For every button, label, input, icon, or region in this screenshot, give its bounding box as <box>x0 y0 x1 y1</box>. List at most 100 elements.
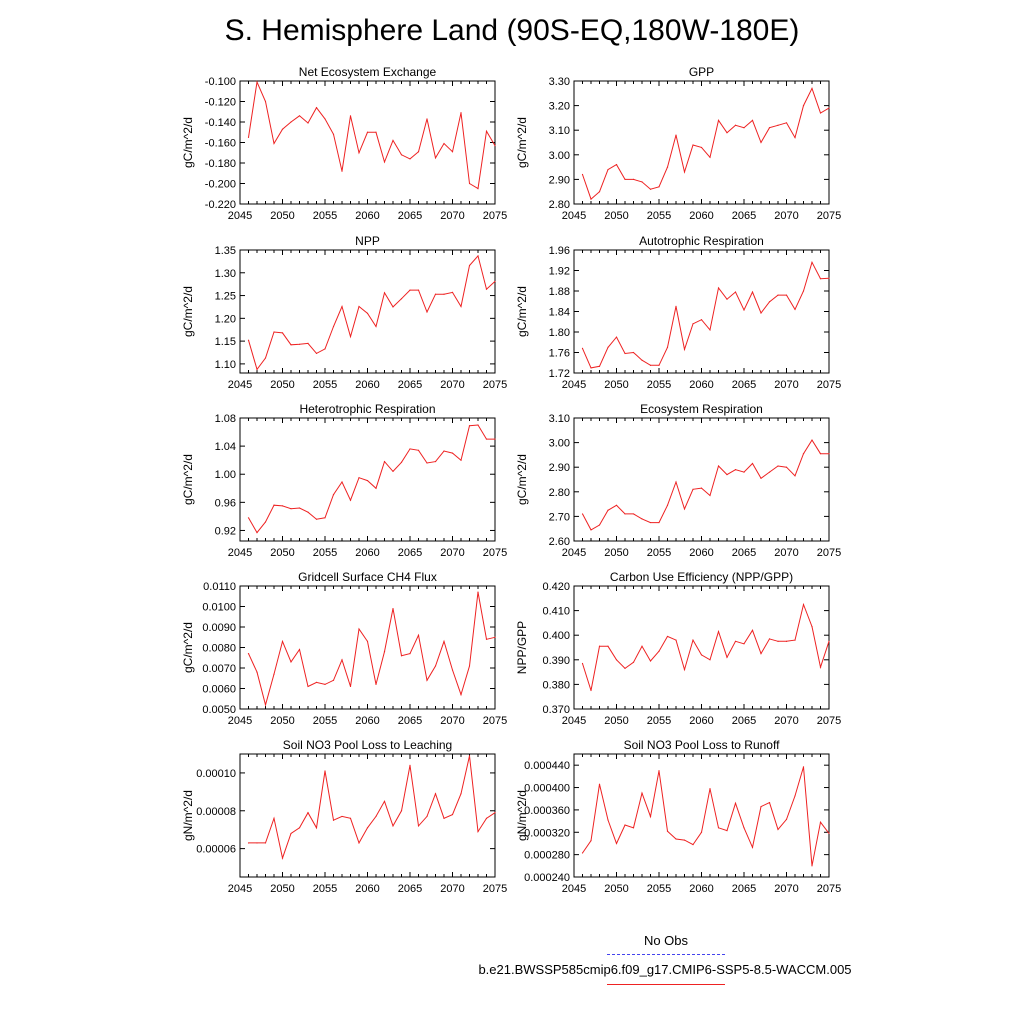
data-point <box>307 122 309 124</box>
data-point <box>760 312 762 314</box>
x-tick-label: 2045 <box>228 547 252 559</box>
data-point <box>615 504 618 506</box>
data-point <box>802 290 805 292</box>
data-point <box>785 640 788 642</box>
data-point <box>743 471 745 473</box>
data-point <box>434 665 437 667</box>
data-point <box>590 198 592 200</box>
y-tick-label: 0.92 <box>215 525 236 537</box>
data-point <box>802 105 805 107</box>
data-point <box>281 332 284 334</box>
data-point <box>700 831 703 833</box>
y-axis-label: gN/m^2/d <box>515 790 529 841</box>
data-point <box>443 817 445 819</box>
data-point <box>273 331 275 333</box>
data-point <box>828 640 830 642</box>
x-tick-label: 2060 <box>355 547 379 559</box>
data-point <box>751 629 754 631</box>
data-point <box>264 842 267 844</box>
data-point <box>256 81 258 83</box>
data-point <box>349 817 352 819</box>
data-point <box>375 325 377 328</box>
data-point <box>247 339 250 341</box>
x-tick-label: 2070 <box>774 547 798 559</box>
data-point <box>598 365 601 367</box>
x-tick-label: 2060 <box>689 210 713 222</box>
data-point <box>675 838 677 840</box>
series-line <box>582 87 830 200</box>
x-tick-label: 2075 <box>817 715 841 727</box>
y-tick-label: 1.20 <box>215 313 236 325</box>
x-tick-label: 2070 <box>440 547 464 559</box>
data-point <box>290 121 292 123</box>
data-point <box>649 521 652 524</box>
x-tick-label: 2065 <box>732 379 756 391</box>
y-tick-label: 1.04 <box>215 441 236 453</box>
data-point <box>726 132 728 134</box>
series-line <box>248 424 495 534</box>
x-tick-label: 2070 <box>440 715 464 727</box>
data-point <box>281 505 284 507</box>
series-line <box>582 439 829 531</box>
data-point <box>494 812 496 814</box>
data-point <box>666 346 669 348</box>
data-point <box>598 191 601 193</box>
data-point <box>307 685 309 688</box>
y-tick-label: -0.180 <box>205 158 236 170</box>
data-point <box>358 842 360 844</box>
data-point <box>358 305 360 308</box>
y-axis-label: gC/m^2/d <box>181 622 195 673</box>
x-tick-label: 2045 <box>562 715 586 727</box>
data-point <box>743 127 745 129</box>
x-tick-label: 2070 <box>774 715 798 727</box>
data-point <box>768 127 771 129</box>
data-point <box>290 661 292 663</box>
data-point <box>247 653 250 655</box>
y-tick-label: 0.380 <box>542 679 570 691</box>
data-point <box>409 158 411 160</box>
data-point <box>590 689 592 692</box>
data-point <box>460 793 462 795</box>
data-point <box>324 348 326 350</box>
data-point <box>649 816 652 818</box>
x-tick-label: 2075 <box>483 547 507 559</box>
series-line <box>582 260 830 369</box>
y-tick-label: 0.390 <box>542 655 570 667</box>
data-point <box>692 323 694 325</box>
y-tick-label: 0.00010 <box>196 768 236 780</box>
y-tick-label: 1.84 <box>549 307 570 319</box>
x-tick-label: 2065 <box>398 379 422 391</box>
data-point <box>358 477 360 479</box>
data-point <box>375 487 377 489</box>
data-point <box>607 509 609 511</box>
x-tick-label: 2065 <box>398 883 422 895</box>
chart-title: Carbon Use Efficiency (NPP/GPP) <box>610 570 793 584</box>
data-point <box>607 645 609 647</box>
data-point <box>624 667 626 670</box>
data-point <box>383 161 386 163</box>
data-point <box>366 827 369 829</box>
data-point <box>632 513 635 515</box>
data-point <box>802 603 805 606</box>
data-point <box>760 805 762 808</box>
data-point <box>811 865 813 867</box>
data-point <box>400 154 403 156</box>
x-tick-label: 2055 <box>647 379 671 391</box>
x-tick-label: 2050 <box>270 210 294 222</box>
data-point <box>700 146 703 149</box>
data-point <box>477 255 479 257</box>
data-point <box>717 465 720 467</box>
x-tick-label: 2060 <box>355 379 379 391</box>
data-point <box>641 645 643 647</box>
plot-frame <box>573 753 830 878</box>
x-tick-label: 2075 <box>483 715 507 727</box>
data-point <box>658 186 660 188</box>
data-point <box>349 335 352 338</box>
data-point <box>700 654 703 656</box>
data-point <box>485 438 488 440</box>
data-point <box>641 792 643 794</box>
data-point <box>366 131 369 133</box>
data-point <box>811 439 813 441</box>
data-point <box>768 802 771 804</box>
y-tick-label: 0.0060 <box>202 684 236 696</box>
